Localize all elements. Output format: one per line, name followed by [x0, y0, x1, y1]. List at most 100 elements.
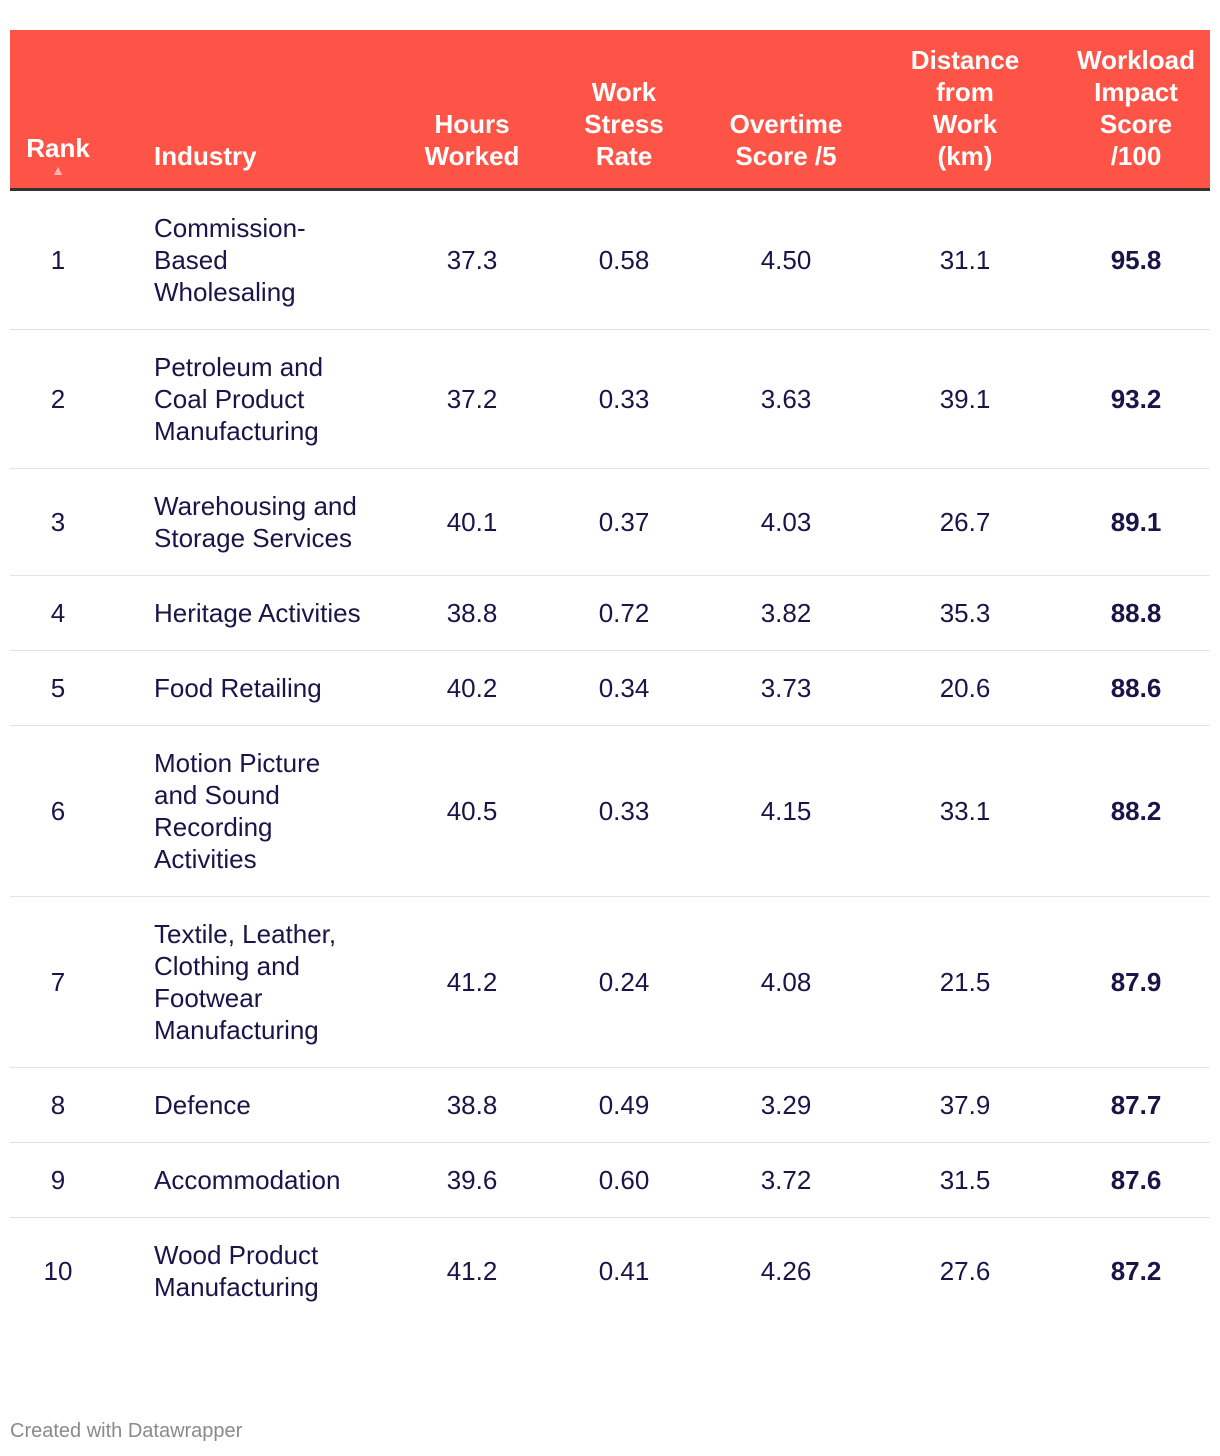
table-cell: 1: [10, 189, 106, 330]
column-header-text: Rank: [26, 133, 90, 163]
table-cell: 0.34: [544, 650, 704, 726]
table-cell: 4: [10, 575, 106, 651]
table-cell: Commission-Based Wholesaling: [106, 189, 400, 330]
table-cell: 87.2: [1110, 1256, 1162, 1286]
table-cell: 88.6: [1062, 650, 1210, 726]
table-cell: 20.6: [868, 650, 1062, 726]
table-row: 7 Textile, Leather, Clothing and Footwear…: [10, 896, 1210, 1068]
table-cell: 0.33: [544, 725, 704, 897]
sort-arrow: ▲: [51, 162, 65, 178]
table-cell: 0.58: [544, 189, 704, 330]
column-header: Overtime Score /5: [704, 30, 868, 191]
column-header: Rank ▲: [10, 30, 106, 191]
table-cell: 93.2: [1062, 329, 1210, 469]
table-cell: 40.1: [400, 468, 544, 576]
table-cell: 87.7: [1062, 1067, 1210, 1143]
table-cell: 38.8: [400, 1067, 544, 1143]
table-cell: 88.8: [1062, 575, 1210, 651]
table-cell: 2: [10, 329, 106, 469]
table-cell: 89.1: [1062, 468, 1210, 576]
table-cell: 0.72: [544, 575, 704, 651]
table-cell: Warehousing and Storage Services: [106, 468, 400, 576]
table-cell: 41.2: [446, 1256, 498, 1286]
table-cell: Defence: [106, 1067, 400, 1143]
table-cell: 35.3: [868, 575, 1062, 651]
table-cell: Petroleum and Coal Product Manufacturing: [106, 329, 400, 469]
table-row: 2 Petroleum and Coal Product Manufacturin…: [10, 329, 1210, 469]
table-cell: Motion Picture and Sound Recording Activ…: [106, 725, 400, 897]
table-cell: 9: [10, 1142, 106, 1218]
table-cell: 26.7: [868, 468, 1062, 576]
table-cell: 7: [10, 896, 106, 1068]
table-row: 10 Wood Product Manufacturing 41.2 0.41 4.26…: [10, 1218, 1210, 1325]
table-cell: 4.03: [704, 468, 868, 576]
column-header-text: Work Stress Rate: [584, 77, 664, 171]
column-header: Distance from Work (km): [868, 30, 1062, 191]
column-header-text: Workload Impact Score /100: [1077, 45, 1195, 171]
table-cell: 0.41: [598, 1256, 650, 1286]
column-header-text: Hours Worked: [424, 109, 520, 171]
header-row: Rank ▲ Industry Hours Worked Work Stress Rat…: [10, 30, 1210, 191]
table-cell: 40.5: [400, 725, 544, 897]
table-cell: 4.08: [704, 896, 868, 1068]
column-header: Industry: [106, 30, 400, 191]
column-header: Hours Worked: [400, 30, 544, 191]
table-cell: 4.50: [704, 189, 868, 330]
table-cell: 3: [10, 468, 106, 576]
table-cell: 37.2: [400, 329, 544, 469]
table-cell: 21.5: [868, 896, 1062, 1068]
table-cell: 27.6: [939, 1256, 991, 1286]
table-cell: 3.63: [704, 329, 868, 469]
table-cell: 3.29: [704, 1067, 868, 1143]
table-cell: 0.33: [544, 329, 704, 469]
table-cell: Textile, Leather, Clothing and Footwear …: [106, 896, 400, 1068]
table-cell: 95.8: [1062, 189, 1210, 330]
footer: Created with Datawrapper: [10, 1420, 243, 1442]
table-row: 9 Accommodation 39.6 0.60 3.72 31.5 87.6: [10, 1142, 1210, 1218]
table-cell: 88.2: [1062, 725, 1210, 897]
table-cell: 31.5: [868, 1142, 1062, 1218]
table-cell: 10: [43, 1256, 73, 1286]
table-cell: 39.6: [400, 1142, 544, 1218]
table-cell: 0.37: [544, 468, 704, 576]
table-cell: 8: [10, 1067, 106, 1143]
table-row: 3 Warehousing and Storage Services 40.1 0.3…: [10, 468, 1210, 576]
table-cell: 87.6: [1062, 1142, 1210, 1218]
table-cell: 39.1: [868, 329, 1062, 469]
column-header: Workload Impact Score /100: [1062, 30, 1210, 191]
table-cell: 6: [10, 725, 106, 897]
table-cell: 3.82: [704, 575, 868, 651]
table: Rank ▲ Industry Hours Worked Work Stress Rat…: [10, 30, 1210, 1324]
table-row: 1 Commission-Based Wholesaling 37.3 0.58 4.5…: [10, 189, 1210, 330]
table-cell: 37.3: [400, 189, 544, 330]
column-header: Work Stress Rate: [544, 30, 704, 191]
table-cell: 87.9: [1062, 896, 1210, 1068]
column-header-text: Overtime Score /5: [729, 109, 843, 171]
table-cell: 0.24: [544, 896, 704, 1068]
table-cell: 31.1: [868, 189, 1062, 330]
table-cell: 3.73: [704, 650, 868, 726]
table-row: 5 Food Retailing 40.2 0.34 3.73 20.6 88.6: [10, 650, 1210, 726]
table-cell: Wood Product Manufacturing: [154, 1240, 319, 1302]
table-cell: 4.15: [704, 725, 868, 897]
table-cell: 0.49: [544, 1067, 704, 1143]
table-row: 6 Motion Picture and Sound Recording Acti…: [10, 725, 1210, 897]
table-cell: 38.8: [400, 575, 544, 651]
table-body: 1 Commission-Based Wholesaling 37.3 0.58 4.5…: [10, 189, 1210, 1325]
table-cell: Accommodation: [106, 1142, 400, 1218]
table-cell: 37.9: [868, 1067, 1062, 1143]
table-cell: Heritage Activities: [106, 575, 400, 651]
table-cell: 33.1: [868, 725, 1062, 897]
table-cell: 5: [10, 650, 106, 726]
table-cell: 3.72: [704, 1142, 868, 1218]
table-row: 8 Defence 38.8 0.49 3.29 37.9 87.7: [10, 1067, 1210, 1143]
table-row: 4 Heritage Activities 38.8 0.72 3.82 35.3 88.8: [10, 575, 1210, 651]
table-cell: 0.60: [544, 1142, 704, 1218]
table-cell: Food Retailing: [106, 650, 400, 726]
table-cell: 40.2: [400, 650, 544, 726]
table-cell: 4.26: [760, 1256, 812, 1286]
table-container: Rank ▲ Industry Hours Worked Work Stress Rat…: [10, 30, 1210, 1324]
table-cell: 41.2: [400, 896, 544, 1068]
column-header-text: Distance from Work (km): [910, 45, 1020, 171]
